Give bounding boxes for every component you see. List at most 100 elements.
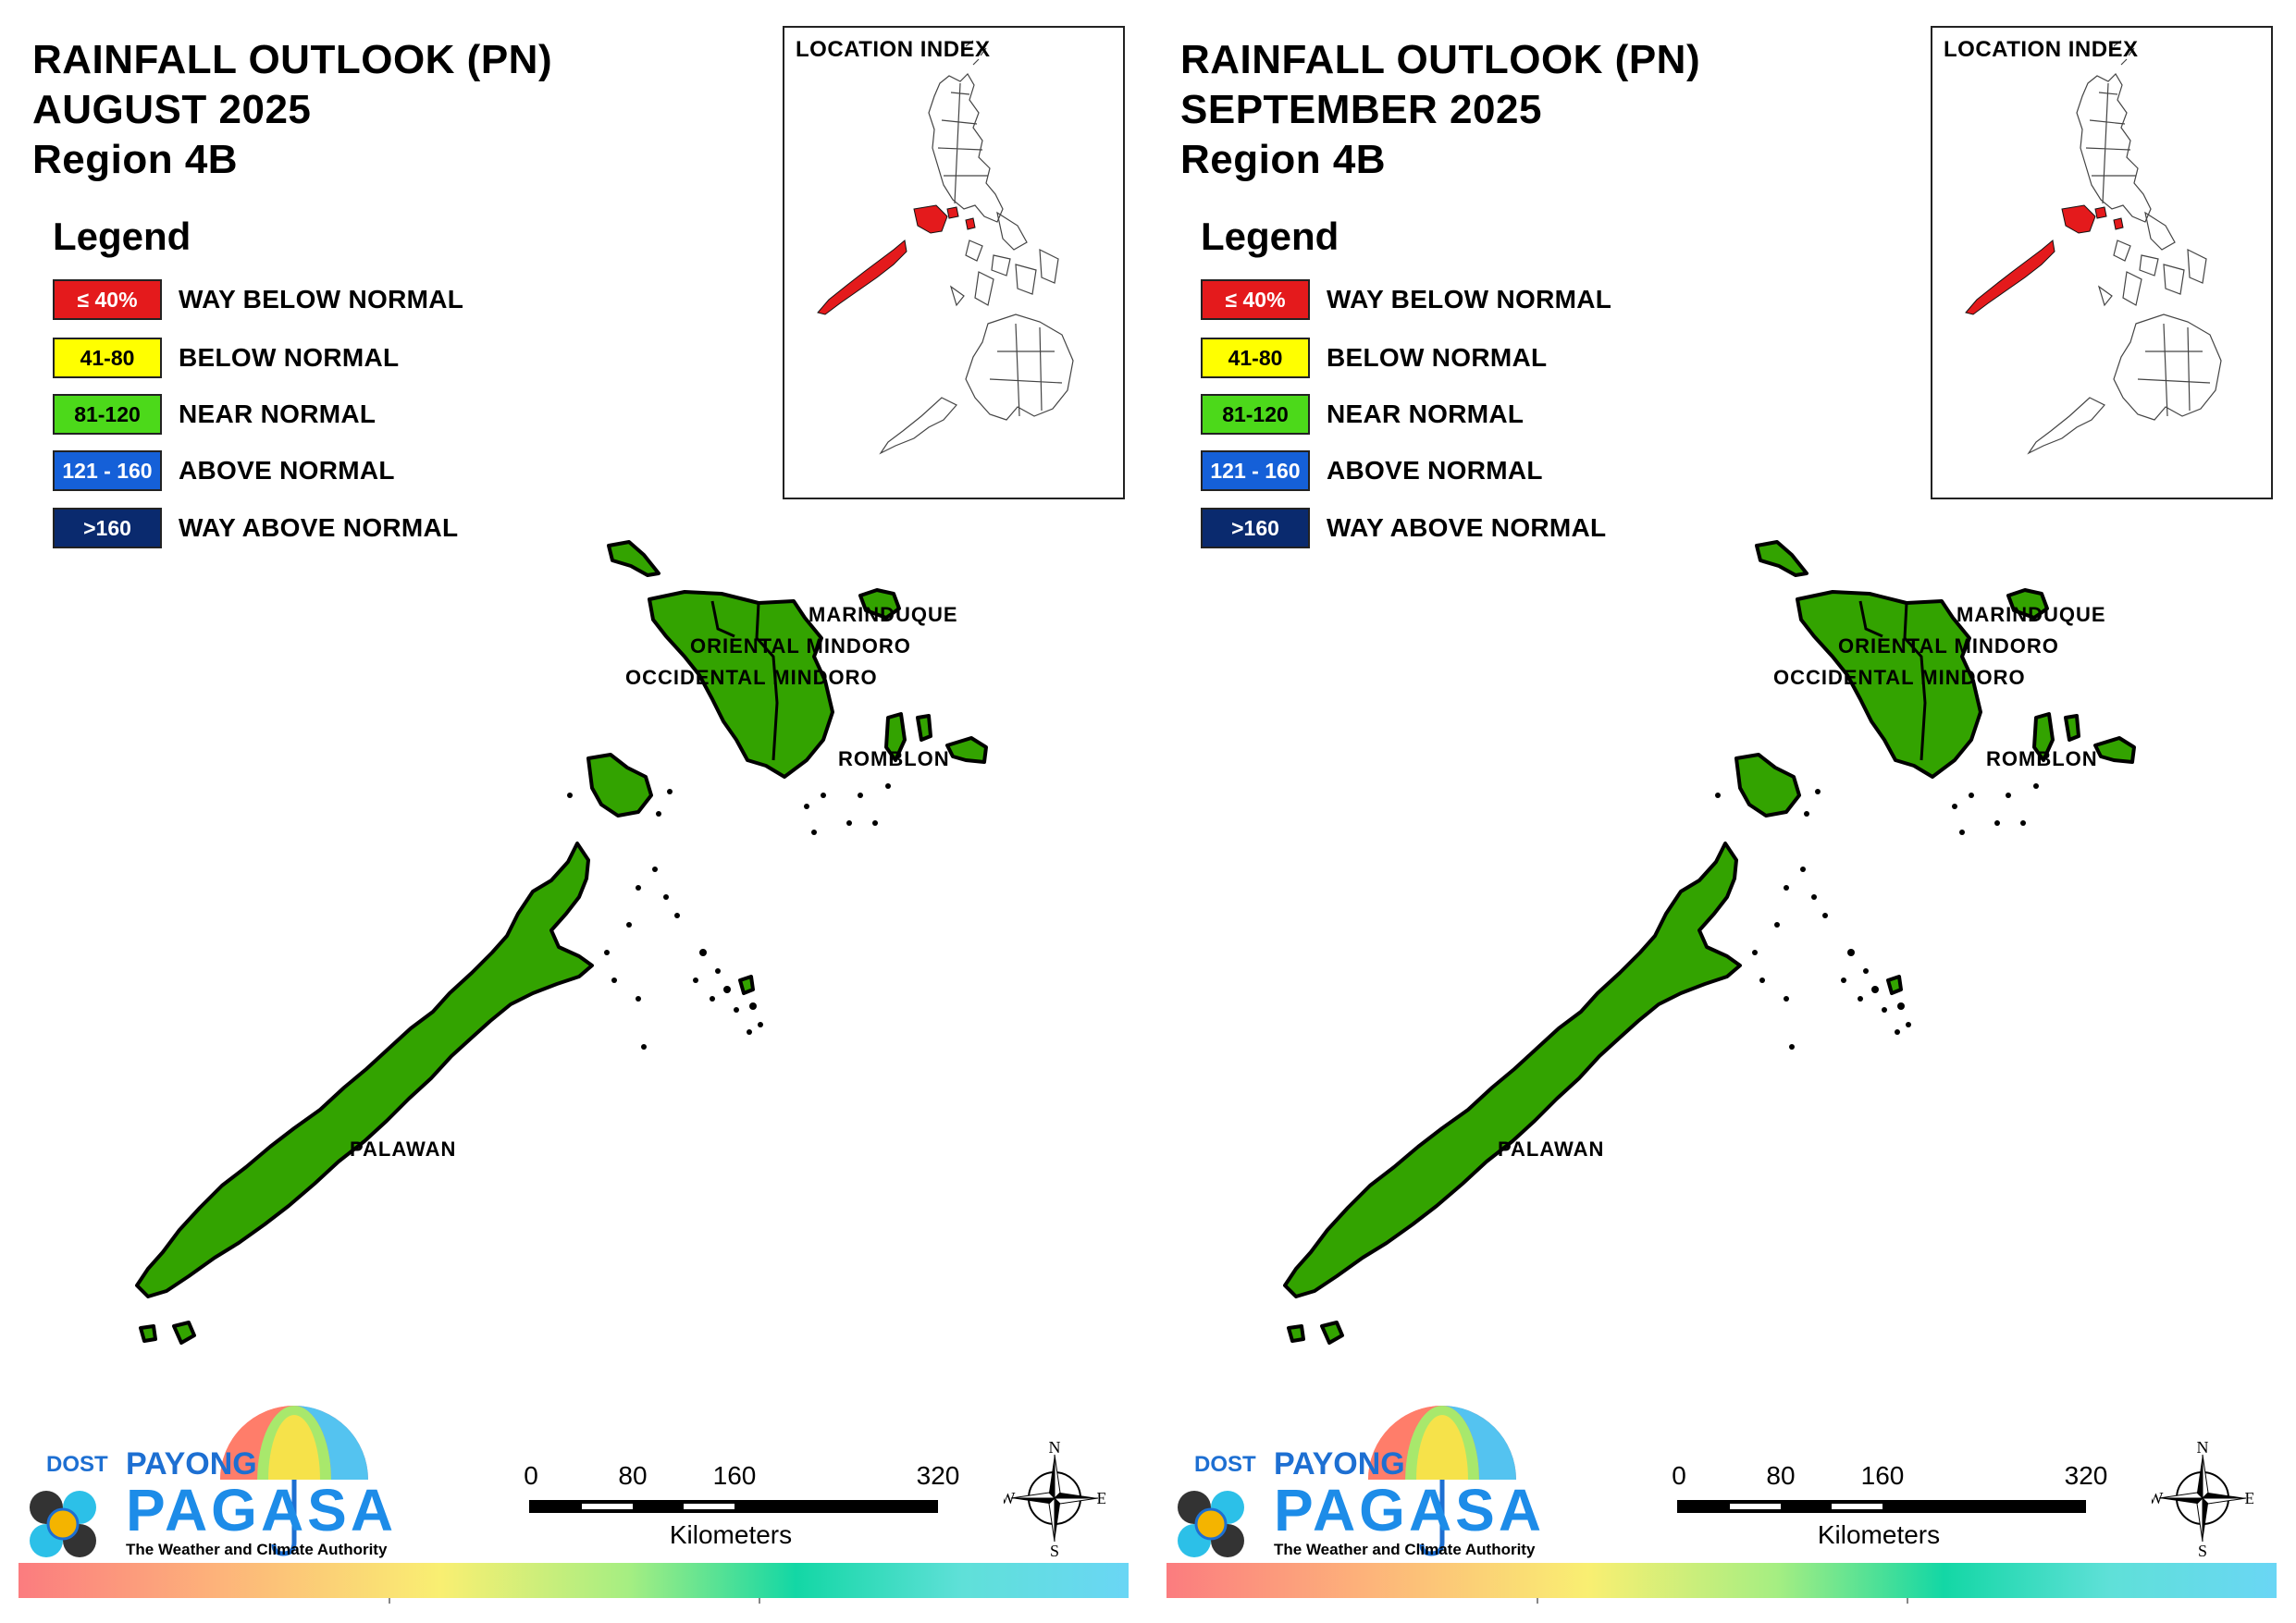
label-palawan: PALAWAN [1498,1137,1605,1161]
legend-item-way-below-normal: ≤ 40% WAY BELOW NORMAL [1201,277,1611,322]
legend-label: BELOW NORMAL [179,343,400,372]
romblon-island [884,712,907,762]
scale-tick: 160 [712,1461,757,1490]
bugsuk-island [139,1324,157,1343]
legend-label: WAY ABOVE NORMAL [1327,513,1607,542]
title-month: SEPTEMBER 2025 [1180,87,1542,132]
legend-item-below-normal: 41-80 BELOW NORMAL [1201,336,1547,380]
scale-bar: 0 80 160 320 Kilometers [518,1461,959,1563]
logo-dost-text: DOST [46,1452,108,1477]
title-month: AUGUST 2025 [32,87,312,132]
legend-item-way-above-normal: >160 WAY ABOVE NORMAL [53,506,458,550]
title-region: Region 4B [1180,137,1387,182]
footer-gradient-bar [1167,1563,2277,1604]
mindoro-province-border [1903,602,1927,761]
palawan-island [135,842,594,1298]
philippines-index-map [817,40,1074,455]
sibuyan-island [2093,736,2136,764]
scale-unit: Kilometers [669,1520,793,1549]
marinduque-island [858,588,901,620]
legend-swatch: >160 [53,508,162,548]
label-oriental-mindoro: ORIENTAL MINDORO [1838,634,2059,658]
legend-label: WAY ABOVE NORMAL [179,513,459,542]
outlook-title: RAINFALL OUTLOOK (PN) AUGUST 2025 Region… [32,35,552,185]
scale-tick: 0 [524,1461,538,1490]
inset-title: LOCATION INDEX [796,37,991,62]
legend-label: WAY BELOW NORMAL [1327,285,1612,314]
scale-tick: 320 [2064,1461,2108,1490]
legend-label: NEAR NORMAL [179,400,376,428]
tablas-island [2064,714,2080,742]
compass-e: E [1097,1489,1106,1507]
legend-item-way-above-normal: >160 WAY ABOVE NORMAL [1201,506,1606,550]
scale-bar-graphic [1677,1500,2086,1513]
outlook-title: RAINFALL OUTLOOK (PN) SEPTEMBER 2025 Reg… [1180,35,1700,185]
legend-swatch: >160 [1201,508,1310,548]
inset-title: LOCATION INDEX [1944,37,2139,62]
legend-swatch: 81-120 [53,394,162,435]
region-map: MARINDUQUE ORIENTAL MINDORO OCCIDENTAL M… [1148,518,2296,1406]
romblon-island [2032,712,2055,762]
legend-label: ABOVE NORMAL [1327,456,1543,485]
legend-label: NEAR NORMAL [1327,400,1524,428]
palawan-island [1283,842,1742,1298]
legend-title: Legend [1201,215,1339,258]
compass-rose-icon: N S E W [2148,1438,2255,1560]
footer-gradient-bar [19,1563,1129,1604]
logo-tagline: The Weather and Climate Authority [1274,1541,1536,1558]
scale-tick: 0 [1672,1461,1686,1490]
scale-tick: 320 [916,1461,960,1490]
compass-rose-icon: N S E W [1000,1438,1107,1560]
philippines-index-map [1965,40,2222,455]
legend-item-near-normal: 81-120 NEAR NORMAL [53,392,376,436]
label-marinduque: MARINDUQUE [1957,603,2106,626]
label-romblon: ROMBLON [838,747,950,770]
scale-bar: 0 80 160 320 Kilometers [1666,1461,2107,1563]
legend-label: ABOVE NORMAL [179,456,395,485]
cuyo-island [738,975,755,995]
region-map: MARINDUQUE ORIENTAL MINDORO OCCIDENTAL M… [0,518,1148,1406]
balabac-island [172,1321,196,1345]
label-occidental-mindoro: OCCIDENTAL MINDORO [1773,666,2026,689]
bugsuk-island [1287,1324,1305,1343]
label-oriental-mindoro: ORIENTAL MINDORO [690,634,911,658]
payong-pagasa-logo: DOST PAYONG PAGASA The Weather and Clima… [28,1387,398,1572]
legend-swatch: ≤ 40% [53,279,162,320]
region-4b-map [135,540,988,1345]
scale-tick: 80 [1766,1461,1796,1490]
label-marinduque: MARINDUQUE [809,603,958,626]
legend-item-below-normal: 41-80 BELOW NORMAL [53,336,399,380]
compass-e: E [2245,1489,2254,1507]
location-index-inset: LOCATION INDEX [783,26,1125,499]
sibuyan-island [945,736,988,764]
mindoro-island [648,590,834,779]
legend-label: BELOW NORMAL [1327,343,1548,372]
cuyo-island [1886,975,1903,995]
legend-item-above-normal: 121 - 160 ABOVE NORMAL [53,449,395,493]
legend-swatch: 121 - 160 [1201,450,1310,491]
logo-pagasa-text: PAGASA [1274,1477,1546,1543]
compass-w: W [1004,1489,1016,1507]
legend-item-way-below-normal: ≤ 40% WAY BELOW NORMAL [53,277,463,322]
logo-dost-text: DOST [1194,1452,1256,1477]
mindoro-border-north [1858,600,1883,638]
balabac-island [1320,1321,1344,1345]
legend-title: Legend [53,215,191,258]
legend-swatch: 121 - 160 [53,450,162,491]
lubang-island [607,540,660,577]
legend-label: WAY BELOW NORMAL [179,285,464,314]
logo-pagasa-text: PAGASA [126,1477,398,1543]
north-arrow-compass: N S E W [2148,1438,2255,1560]
north-arrow-compass: N S E W [1000,1438,1107,1560]
legend-swatch: 81-120 [1201,394,1310,435]
lubang-island [1755,540,1808,577]
umbrella-icon [1178,1406,1516,1557]
compass-n: N [1049,1438,1061,1457]
legend-item-near-normal: 81-120 NEAR NORMAL [1201,392,1524,436]
scale-unit: Kilometers [1817,1520,1941,1549]
compass-w: W [2152,1489,2164,1507]
mindoro-island [1796,590,1982,779]
region-4b-map [1283,540,2136,1345]
label-romblon: ROMBLON [1986,747,2098,770]
payong-pagasa-logo: DOST PAYONG PAGASA The Weather and Clima… [1176,1387,1546,1572]
